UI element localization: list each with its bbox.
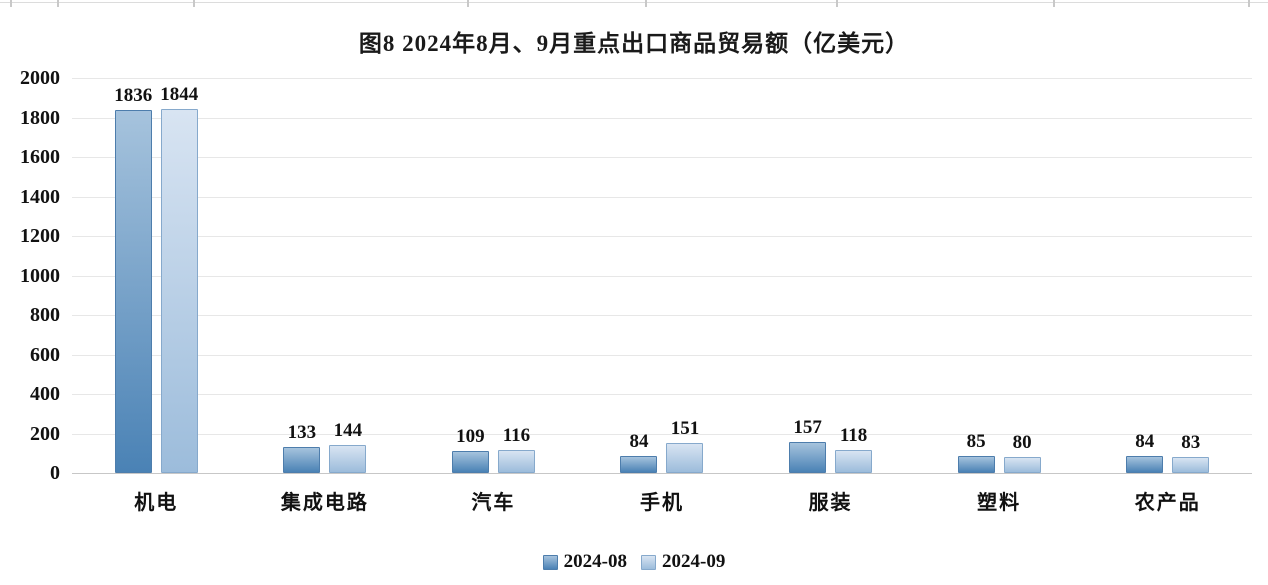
data-label: 109	[456, 426, 485, 448]
table-divider-tick	[836, 0, 838, 7]
table-divider-tick	[193, 0, 195, 7]
data-label: 133	[287, 421, 317, 443]
bar-2024-09: 144	[329, 420, 367, 473]
y-axis-tick-label: 0	[50, 462, 60, 484]
bar-group: 1836 1844	[72, 78, 241, 473]
data-label: 157	[793, 417, 822, 438]
gridline	[72, 78, 1252, 79]
data-label: 83	[1181, 431, 1201, 453]
y-axis-tick-label: 1200	[20, 225, 60, 247]
bar-2024-08: 157	[789, 417, 827, 473]
legend-label: 2024-08	[563, 551, 627, 572]
bar-group: 133 144	[241, 78, 410, 473]
table-divider-line	[0, 2, 1268, 3]
bar-2024-09: 83	[1172, 432, 1210, 473]
bar-2024-09: 1844	[160, 84, 198, 473]
y-axis-tick-label: 2000	[20, 67, 60, 89]
bar-2024-08: 84	[1126, 431, 1164, 473]
y-axis-tick-label: 1600	[20, 146, 60, 168]
data-label: 151	[670, 418, 700, 440]
legend-item: 2024-09	[641, 551, 725, 573]
data-label: 144	[333, 419, 363, 441]
bar-2024-08: 109	[451, 426, 489, 473]
gridline	[72, 236, 1252, 237]
data-label: 84	[629, 431, 649, 453]
gridline	[72, 394, 1252, 395]
table-divider-tick	[645, 0, 647, 7]
bar-2024-09: 151	[666, 418, 704, 473]
y-axis-tick-label: 1000	[20, 264, 60, 287]
gridline	[72, 354, 1252, 356]
legend-label: 2024-09	[662, 551, 726, 572]
gridline	[72, 315, 1252, 316]
table-divider-tick	[57, 0, 59, 7]
bar-group: 109 116	[409, 78, 578, 473]
gridline	[72, 157, 1252, 158]
x-axis-category-label: 机电	[134, 492, 179, 514]
gridline	[72, 117, 1252, 119]
y-axis-tick-label: 600	[30, 343, 60, 366]
x-axis-category-label: 服装	[808, 492, 853, 514]
bar-group: 84 83	[1083, 78, 1252, 473]
table-divider-tick	[467, 0, 469, 7]
y-axis-tick-label: 1800	[20, 106, 60, 129]
bar-2024-09: 116	[497, 425, 535, 473]
data-label: 1844	[160, 83, 199, 105]
x-axis-category-label: 塑料	[977, 492, 1022, 514]
data-label: 1836	[114, 85, 153, 107]
bar-2024-09: 118	[835, 425, 873, 473]
x-axis-category-label: 农产品	[1134, 492, 1201, 514]
data-label: 85	[966, 431, 986, 453]
table-divider-tick	[10, 0, 12, 7]
data-label: 84	[1135, 431, 1155, 453]
legend-swatch-icon	[641, 554, 656, 570]
data-label: 118	[839, 424, 868, 446]
x-axis-category-label: 手机	[639, 492, 684, 514]
y-axis-tick-label: 1400	[20, 185, 60, 208]
data-label: 116	[502, 425, 531, 447]
chart-legend: 2024-08 2024-09	[0, 551, 1268, 573]
table-divider-tick	[1053, 0, 1055, 7]
y-axis-tick-label: 400	[30, 383, 60, 405]
x-axis-category-label: 汽车	[471, 492, 516, 514]
y-axis-tick-label: 800	[30, 304, 60, 326]
gridline	[72, 433, 1252, 435]
gridline	[72, 196, 1252, 198]
legend-item: 2024-08	[542, 551, 627, 573]
x-axis-line	[72, 473, 1252, 474]
bar-2024-08: 133	[283, 422, 321, 473]
bar-group: 84 151	[578, 78, 747, 473]
bar-2024-08: 1836	[114, 85, 152, 473]
bar-2024-08: 84	[620, 431, 658, 473]
bar-2024-08: 85	[957, 431, 995, 473]
bar-group: 157 118	[746, 78, 915, 473]
gridline	[72, 275, 1252, 277]
chart-title: 图8 2024年8月、9月重点出口商品贸易额（亿美元）	[358, 31, 910, 56]
table-divider-tick	[1248, 0, 1250, 7]
bar-group: 85 80	[915, 78, 1084, 473]
legend-swatch-icon	[542, 554, 558, 570]
bar-2024-09: 80	[1003, 432, 1041, 473]
x-axis-category-label: 集成电路	[280, 492, 369, 514]
data-label: 80	[1012, 432, 1032, 454]
y-axis-tick-label: 200	[30, 422, 60, 445]
